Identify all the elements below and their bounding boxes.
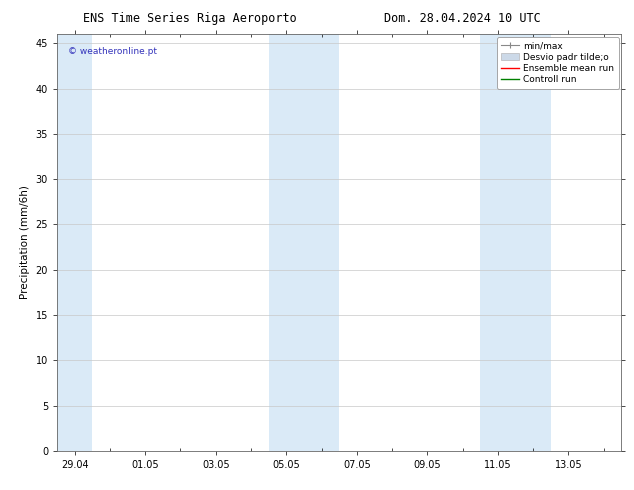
Text: ENS Time Series Riga Aeroporto: ENS Time Series Riga Aeroporto — [83, 12, 297, 25]
Y-axis label: Precipitation (mm/6h): Precipitation (mm/6h) — [20, 186, 30, 299]
Legend: min/max, Desvio padr tilde;o, Ensemble mean run, Controll run: min/max, Desvio padr tilde;o, Ensemble m… — [497, 37, 619, 89]
Bar — [481, 34, 551, 451]
Text: Dom. 28.04.2024 10 UTC: Dom. 28.04.2024 10 UTC — [384, 12, 541, 25]
Text: © weatheronline.pt: © weatheronline.pt — [68, 47, 157, 56]
Bar — [57, 34, 93, 451]
Bar — [269, 34, 339, 451]
